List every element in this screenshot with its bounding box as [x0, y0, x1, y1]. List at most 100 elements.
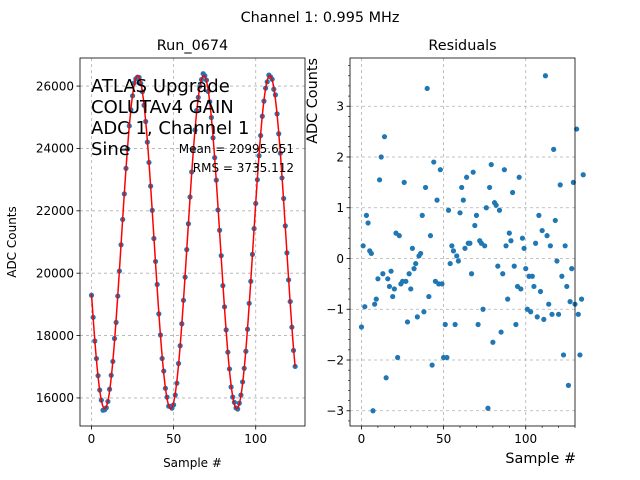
- y-tick-label: 0: [336, 252, 344, 266]
- residual-point: [569, 266, 575, 272]
- residual-point: [421, 309, 427, 315]
- residual-point: [391, 286, 397, 292]
- y-tick-label: 22000: [36, 204, 74, 218]
- x-tick-label: 0: [88, 432, 96, 446]
- residual-point: [403, 278, 409, 284]
- residual-point: [518, 286, 524, 292]
- residual-point: [486, 184, 493, 191]
- residual-point: [532, 240, 539, 246]
- residual-point: [495, 263, 501, 269]
- residual-point: [419, 212, 425, 218]
- residual-point: [404, 319, 411, 325]
- residual-point: [464, 174, 470, 180]
- residual-point: [519, 235, 526, 241]
- residual-point: [445, 207, 452, 213]
- residual-point: [383, 375, 389, 381]
- residual-point: [475, 321, 481, 328]
- residual-point: [373, 296, 379, 302]
- residual-point: [409, 245, 416, 251]
- residual-point: [482, 243, 488, 249]
- residual-point: [396, 233, 402, 239]
- residual-point: [442, 321, 448, 328]
- residual-point: [537, 288, 544, 295]
- residual-point: [485, 405, 491, 411]
- residual-point: [439, 281, 445, 287]
- residual-point: [580, 172, 586, 178]
- residual-point: [408, 286, 414, 292]
- residual-point: [406, 271, 412, 277]
- residual-point: [500, 271, 506, 277]
- stats-line: Mean = 20995.651: [179, 142, 294, 156]
- x-axis-label: Sample #: [163, 456, 222, 470]
- residual-point: [544, 233, 550, 239]
- residual-point: [388, 268, 394, 274]
- residual-point: [559, 273, 565, 279]
- stats-line: RMS = 3735.112: [193, 161, 294, 175]
- residual-point: [372, 301, 378, 307]
- residual-point: [508, 238, 514, 244]
- sine-fit-line: [90, 74, 296, 410]
- residual-point: [551, 146, 557, 152]
- residual-point: [472, 222, 478, 229]
- y-tick-label: −2: [326, 353, 344, 367]
- residual-point: [506, 230, 512, 236]
- residual-point: [560, 352, 567, 358]
- y-axis-label: ADC Counts: [5, 206, 19, 278]
- residual-point: [555, 311, 562, 317]
- fit-plot-axes: 0 50 100 16000 18000 20000 22000 24000 26000 Run_…: [5, 38, 306, 470]
- residual-point: [437, 167, 443, 173]
- residual-point: [411, 266, 417, 272]
- residual-point: [546, 301, 552, 307]
- residual-point: [380, 271, 386, 277]
- residual-point: [462, 245, 468, 251]
- residual-point: [362, 304, 368, 310]
- residual-point: [552, 217, 558, 224]
- plot-area: [88, 71, 298, 413]
- x-tick-label: 100: [244, 432, 267, 446]
- figure-title: Channel 1: 0.995 MHz: [241, 10, 400, 26]
- residual-point: [449, 243, 455, 249]
- y-tick-label: 24000: [36, 142, 74, 156]
- y-tick-label: −1: [326, 303, 344, 317]
- residual-point: [390, 293, 396, 300]
- residual-point: [457, 210, 463, 216]
- residual-point: [496, 207, 503, 213]
- residual-point: [536, 212, 542, 218]
- residual-point: [375, 276, 381, 282]
- residual-point: [578, 296, 585, 302]
- residual-point: [528, 309, 534, 315]
- residual-point: [426, 293, 432, 300]
- residual-point: [564, 283, 570, 290]
- residual-point: [470, 169, 476, 175]
- residual-point: [554, 258, 560, 264]
- residual-point: [444, 354, 450, 361]
- x-axis-label: Sample #: [505, 451, 576, 467]
- axes-frame: [79, 57, 306, 427]
- residual-point: [427, 233, 434, 239]
- residual-point: [467, 240, 473, 246]
- residual-point: [370, 408, 376, 414]
- residual-point: [529, 273, 535, 279]
- residual-point: [509, 189, 516, 196]
- residual-point: [503, 243, 509, 249]
- residual-point: [401, 179, 407, 185]
- residual-point: [523, 266, 529, 272]
- axes-title: Run_0674: [157, 38, 228, 54]
- x-tick-label: 0: [358, 432, 366, 446]
- residual-point: [452, 321, 458, 328]
- y-tick-label: 20000: [36, 266, 74, 280]
- residual-point: [480, 306, 486, 312]
- annotation-line: ATLAS Upgrade: [91, 76, 230, 97]
- residual-point: [473, 212, 480, 218]
- residual-point: [547, 243, 553, 249]
- y-tick-label: 18000: [36, 329, 74, 343]
- residual-point: [511, 263, 517, 269]
- axes-frame: [349, 57, 576, 427]
- residual-point: [414, 314, 420, 320]
- annotation-line: ADC 1, Channel 1: [91, 118, 249, 139]
- residual-point: [483, 205, 489, 211]
- residual-point: [565, 382, 572, 388]
- residual-point: [513, 321, 519, 328]
- y-tick-label: 16000: [36, 391, 74, 405]
